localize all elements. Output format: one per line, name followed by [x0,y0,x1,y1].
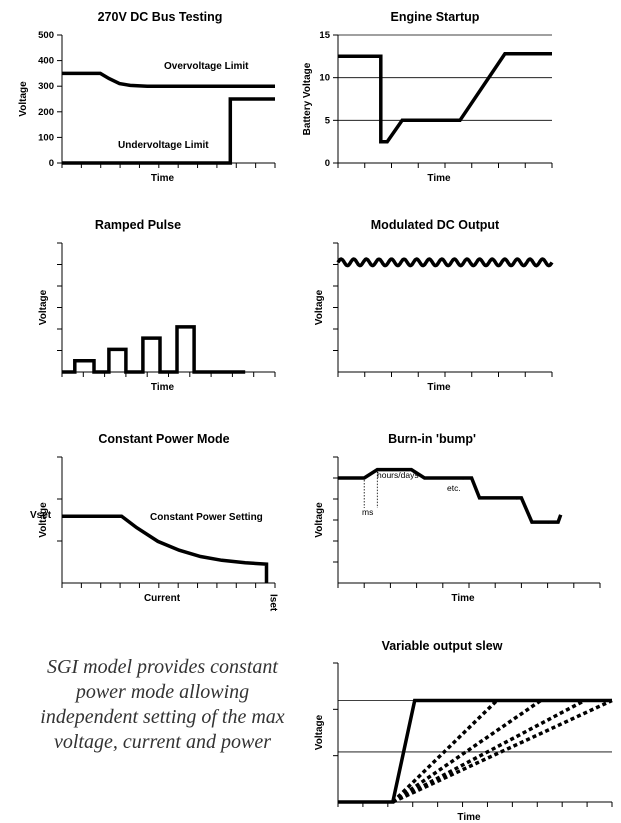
chart-panel-bus: 270V DC Bus Testing 0 100 200 300 400 500 Time V… [18,10,276,184]
x-axis-label: Time [427,173,451,184]
annotation-overvoltage: Overvoltage Limit [164,61,249,72]
series-line-engine-0 [338,52,552,144]
chart-title: Ramped Pulse [95,218,181,232]
caption-text: SGI model provides constant power mode a… [40,656,285,753]
y-axis-label: Voltage [38,289,49,325]
annotation-ms: ms [362,507,373,517]
break-mark-icon: ≈ [513,493,518,503]
break-mark-icon: ≈ [460,473,465,483]
x-axis-label: Current [144,593,181,604]
chart-title: Engine Startup [391,10,480,24]
chart-panel-slew: Variable output slew Time Voltage [314,639,613,823]
chart-panel-ramped: Ramped Pulse Time Voltage [38,218,276,393]
y-axis-label: Voltage [38,502,49,538]
y-tick-label: 500 [38,30,54,41]
series-line-burnin-0 [338,467,563,524]
y-axis-label: Voltage [314,714,325,750]
series-line-bus-1 [62,97,275,165]
y-tick-label: 0 [325,158,330,169]
chart-panel-engine: Engine Startup 0 5 10 15 Time Battery Voltage [302,10,553,184]
series-line-ramped-0 [62,325,246,374]
annotation-etc: etc. [447,483,461,493]
y-tick-label: 200 [38,107,54,118]
y-axis-label: Battery Voltage [302,62,313,135]
chart-title: 270V DC Bus Testing [98,10,223,24]
x-axis-label: Time [451,593,475,604]
y-tick-label: 10 [319,73,330,84]
y-tick-label: 0 [49,158,54,169]
y-tick-label: 15 [319,30,330,41]
y-axis-label: Voltage [314,502,325,538]
series-line-slew-0 [338,698,612,804]
annotation-constant-power: Constant Power Setting [150,512,263,523]
y-tick-label: 400 [38,56,54,67]
y-axis-label: Voltage [314,289,325,325]
chart-title: Constant Power Mode [98,432,229,446]
series-line-bus-0 [62,71,275,88]
chart-panel-modulated: Modulated DC Output Time Voltage [314,218,554,393]
break-mark-icon: ≈ [545,517,550,527]
x-axis-label: Time [427,382,451,393]
series-line-modulated-0 [336,257,554,268]
series-line-slew-3 [391,698,586,804]
series-line-cpower-0 [62,514,269,583]
y-tick-label: 100 [38,132,54,143]
chart-title: Variable output slew [382,639,503,653]
y-tick-label-vset: Vset [30,510,52,521]
annotation-hours-days: hours/days [377,470,419,480]
y-tick-label: 300 [38,81,54,92]
chart-title: Modulated DC Output [371,218,500,232]
break-mark-icon: ≈ [389,465,394,475]
series-line-slew-2 [391,699,542,804]
x-axis-label: Time [151,382,175,393]
x-axis-label: Time [151,173,175,184]
chart-title: Burn-in 'bump' [388,432,476,446]
y-axis-label: Voltage [18,81,29,117]
series-line-slew-4 [392,698,613,804]
annotation-undervoltage: Undervoltage Limit [118,140,209,151]
x-axis-label: Time [457,812,481,823]
y-tick-label: 5 [325,115,331,126]
chart-panel-burnin: Burn-in 'bump' Time Voltage hours/days ms etc… [314,432,601,604]
x-tick-label-iset: Iset [267,594,278,612]
series-line-slew-1 [391,699,499,804]
